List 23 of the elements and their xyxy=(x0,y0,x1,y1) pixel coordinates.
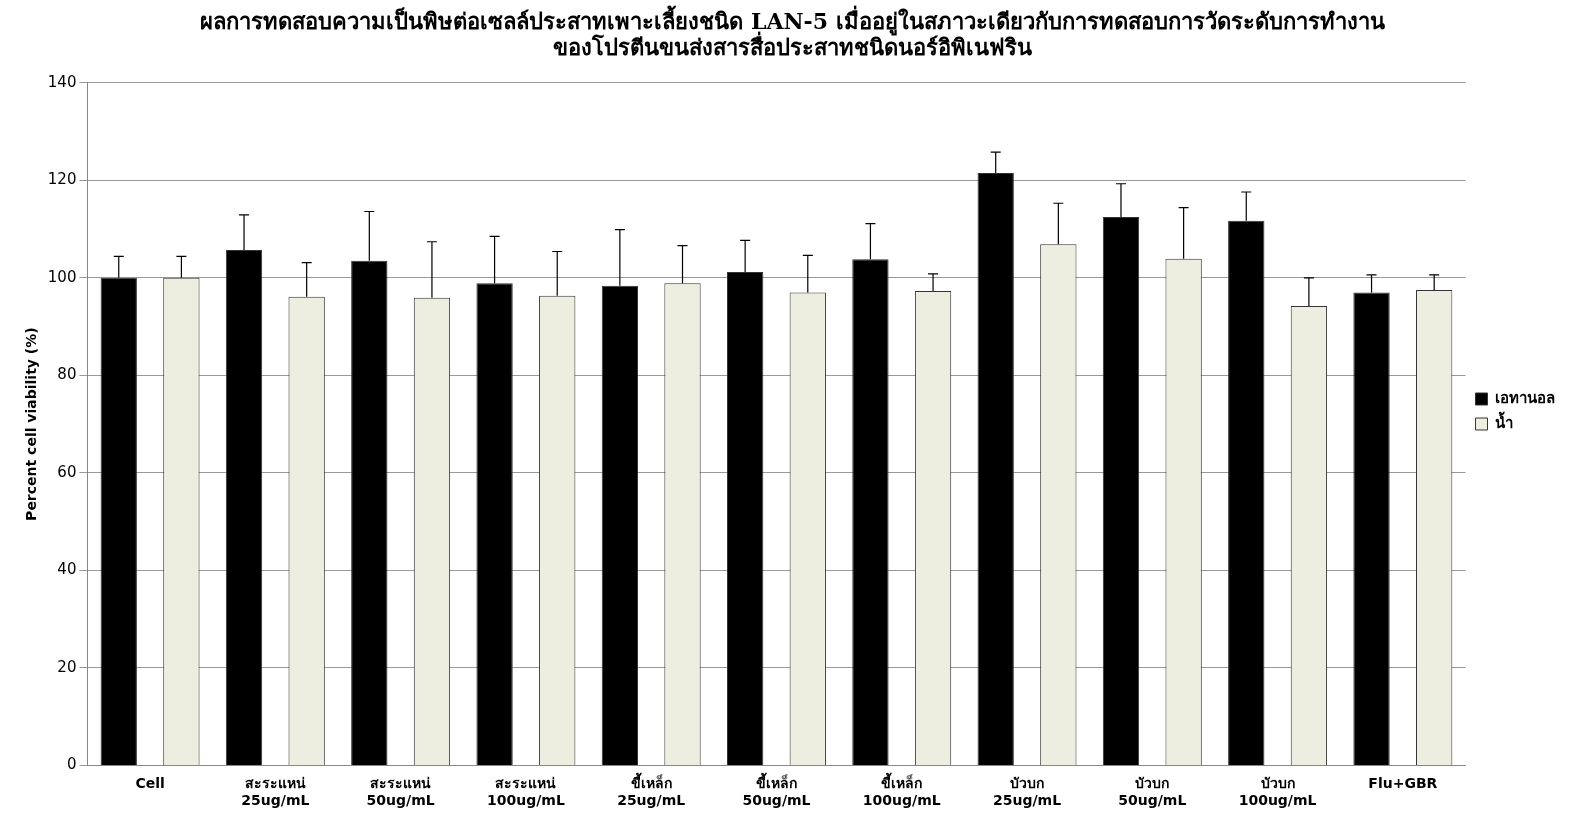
x-tick-label: สะระแหน่ 50ug/mL xyxy=(366,775,435,809)
y-tick-label: 120 xyxy=(47,170,77,189)
chart-title: ผลการทดสอบความเป็นพิษต่อเซลล์ประสาทเพาะเลี้ยงชนิด LAN-5 เมื่ออยู่ในสภาวะเดียวกับการทดสอบการวัดระดับการทำงาน ของโปรตีนขนส่งสารสื่อประสาทชนิดนอร์อิพิเนฟริน xyxy=(200,4,1385,61)
y-tick-label: 100 xyxy=(47,267,77,286)
y-tick-label: 140 xyxy=(47,72,77,91)
x-tick-label: ขี้เหล็ก 25ug/mL xyxy=(617,772,686,809)
y-tick-label: 40 xyxy=(57,560,77,579)
legend-label: เอทานอล xyxy=(1495,388,1555,407)
x-tick-label: บัวบก 50ug/mL xyxy=(1118,775,1187,809)
x-tick-label: ขี้เหล็ก 50ug/mL xyxy=(742,772,811,809)
x-tick-label: สะระแหน่ 100ug/mL xyxy=(486,775,565,809)
x-tick-label: Cell xyxy=(135,775,165,792)
x-tick-label: บัวบก 100ug/mL xyxy=(1238,775,1317,809)
y-axis-title: Percent cell viability (%) xyxy=(23,327,40,521)
x-tick-label: ขี้เหล็ก 100ug/mL xyxy=(862,772,941,809)
x-tick-label: บัวบก 25ug/mL xyxy=(992,775,1062,809)
y-tick-label: 0 xyxy=(66,755,77,774)
x-tick-label: Flu+GBR xyxy=(1368,775,1438,792)
legend-label: น้ำ xyxy=(1495,410,1513,432)
y-tick-label: 80 xyxy=(57,365,77,384)
x-tick-label: สะระแหน่ 25ug/mL xyxy=(241,775,310,809)
y-tick-label: 20 xyxy=(57,657,77,676)
y-tick-label: 60 xyxy=(57,462,77,481)
